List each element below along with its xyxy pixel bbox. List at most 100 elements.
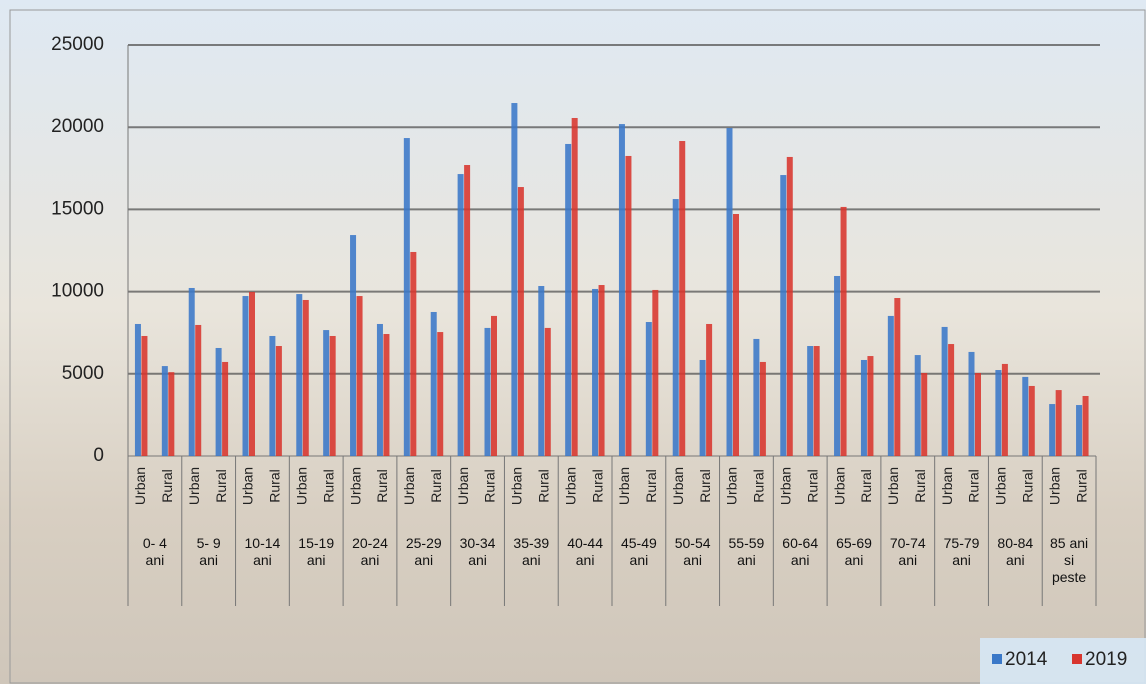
- bar: [437, 332, 444, 456]
- x-sub-label: Rural: [267, 469, 283, 502]
- bar: [941, 326, 948, 456]
- x-sub-label: Rural: [159, 469, 175, 502]
- bar: [464, 165, 471, 456]
- bar: [995, 370, 1002, 456]
- bar: [249, 291, 255, 456]
- bar: [807, 346, 814, 456]
- x-sub-label: Urban: [455, 467, 471, 505]
- bar: [350, 235, 357, 456]
- bar: [296, 294, 303, 456]
- x-sub-label: Rural: [697, 469, 713, 502]
- x-sub-label: Rural: [428, 469, 444, 502]
- legend-box: [980, 638, 1146, 684]
- bar: [618, 124, 625, 456]
- bar: [1076, 405, 1083, 456]
- x-sub-label: Rural: [858, 469, 874, 502]
- y-tick-label: 15000: [51, 198, 104, 219]
- x-sub-label: Urban: [939, 467, 955, 505]
- x-group-label: 50-54 ani: [674, 535, 711, 568]
- bar: [1055, 390, 1062, 456]
- y-tick-label: 10000: [51, 281, 104, 302]
- y-tick-label: 5000: [62, 363, 104, 384]
- bar: [598, 285, 605, 456]
- bar: [195, 324, 202, 456]
- x-group-label: 0- 4 ani: [142, 535, 167, 568]
- bar: [968, 351, 975, 456]
- x-sub-label: Urban: [293, 467, 309, 505]
- bar: [491, 315, 497, 456]
- legend-swatch: [992, 654, 1002, 664]
- x-sub-label: Urban: [1046, 467, 1062, 505]
- x-sub-label: Urban: [993, 467, 1009, 505]
- x-sub-label: Urban: [132, 467, 148, 505]
- x-sub-label: Urban: [724, 467, 740, 505]
- x-sub-label: Urban: [885, 467, 901, 505]
- bar: [430, 311, 437, 456]
- bar: [484, 327, 491, 456]
- x-sub-label: Rural: [320, 469, 336, 502]
- x-group-label: 20-24 ani: [352, 535, 388, 568]
- x-sub-label: Urban: [562, 467, 578, 505]
- bar: [834, 275, 841, 456]
- bar: [786, 156, 793, 456]
- x-group-label: 15-19 ani: [298, 535, 335, 568]
- bar: [672, 199, 679, 457]
- x-group-label: 45-49 ani: [620, 535, 657, 568]
- bar: [302, 299, 309, 456]
- y-tick-label: 25000: [51, 34, 104, 55]
- x-sub-label: Urban: [240, 467, 256, 505]
- bar: [565, 143, 572, 456]
- bar: [544, 327, 551, 456]
- x-group-label: 80-84 ani: [997, 535, 1034, 568]
- x-sub-label: Urban: [831, 467, 847, 505]
- bar: [914, 355, 921, 456]
- x-group-label: 30-34 ani: [459, 535, 496, 568]
- x-sub-label: Urban: [616, 467, 632, 505]
- x-sub-label: Rural: [482, 469, 498, 502]
- bar: [215, 347, 222, 456]
- x-sub-label: Rural: [804, 469, 820, 502]
- bar: [706, 323, 713, 456]
- bar: [699, 359, 706, 456]
- x-sub-label: Urban: [777, 467, 793, 505]
- x-sub-label: Rural: [1073, 469, 1089, 502]
- bar: [759, 361, 766, 456]
- bar: [457, 174, 464, 456]
- x-sub-label: Urban: [401, 467, 417, 505]
- bar: [1049, 404, 1056, 456]
- bar: [813, 346, 820, 456]
- bar: [652, 289, 659, 456]
- x-group-label: 65-69 ani: [836, 535, 872, 568]
- bar: [161, 366, 168, 456]
- bar: [887, 315, 894, 456]
- bar: [376, 323, 383, 456]
- bar: [410, 251, 417, 456]
- bar: [222, 361, 229, 456]
- bar: [840, 206, 847, 456]
- legend-label: 2014: [1005, 649, 1048, 670]
- bar: [592, 288, 599, 456]
- bar: [1082, 395, 1089, 456]
- y-tick-label: 20000: [51, 116, 104, 137]
- legend-label: 2019: [1085, 649, 1127, 670]
- x-group-label: 10-14 ani: [244, 535, 281, 568]
- bar: [1001, 363, 1008, 456]
- legend-swatch: [1072, 654, 1082, 664]
- x-group-label: 25-29 ani: [405, 535, 442, 568]
- bar: [733, 214, 739, 456]
- x-sub-label: Rural: [374, 469, 390, 502]
- bar: [1022, 376, 1029, 456]
- x-sub-label: Urban: [509, 467, 525, 505]
- bar: [329, 335, 336, 456]
- bar: [948, 344, 955, 456]
- x-sub-label: Urban: [186, 467, 202, 505]
- bar: [571, 117, 578, 457]
- bar: [975, 372, 981, 456]
- bar: [726, 128, 733, 456]
- bar: [323, 330, 330, 456]
- bar: [141, 335, 148, 456]
- bar: [188, 287, 195, 456]
- x-sub-label: Urban: [670, 467, 686, 505]
- bar: [679, 141, 686, 457]
